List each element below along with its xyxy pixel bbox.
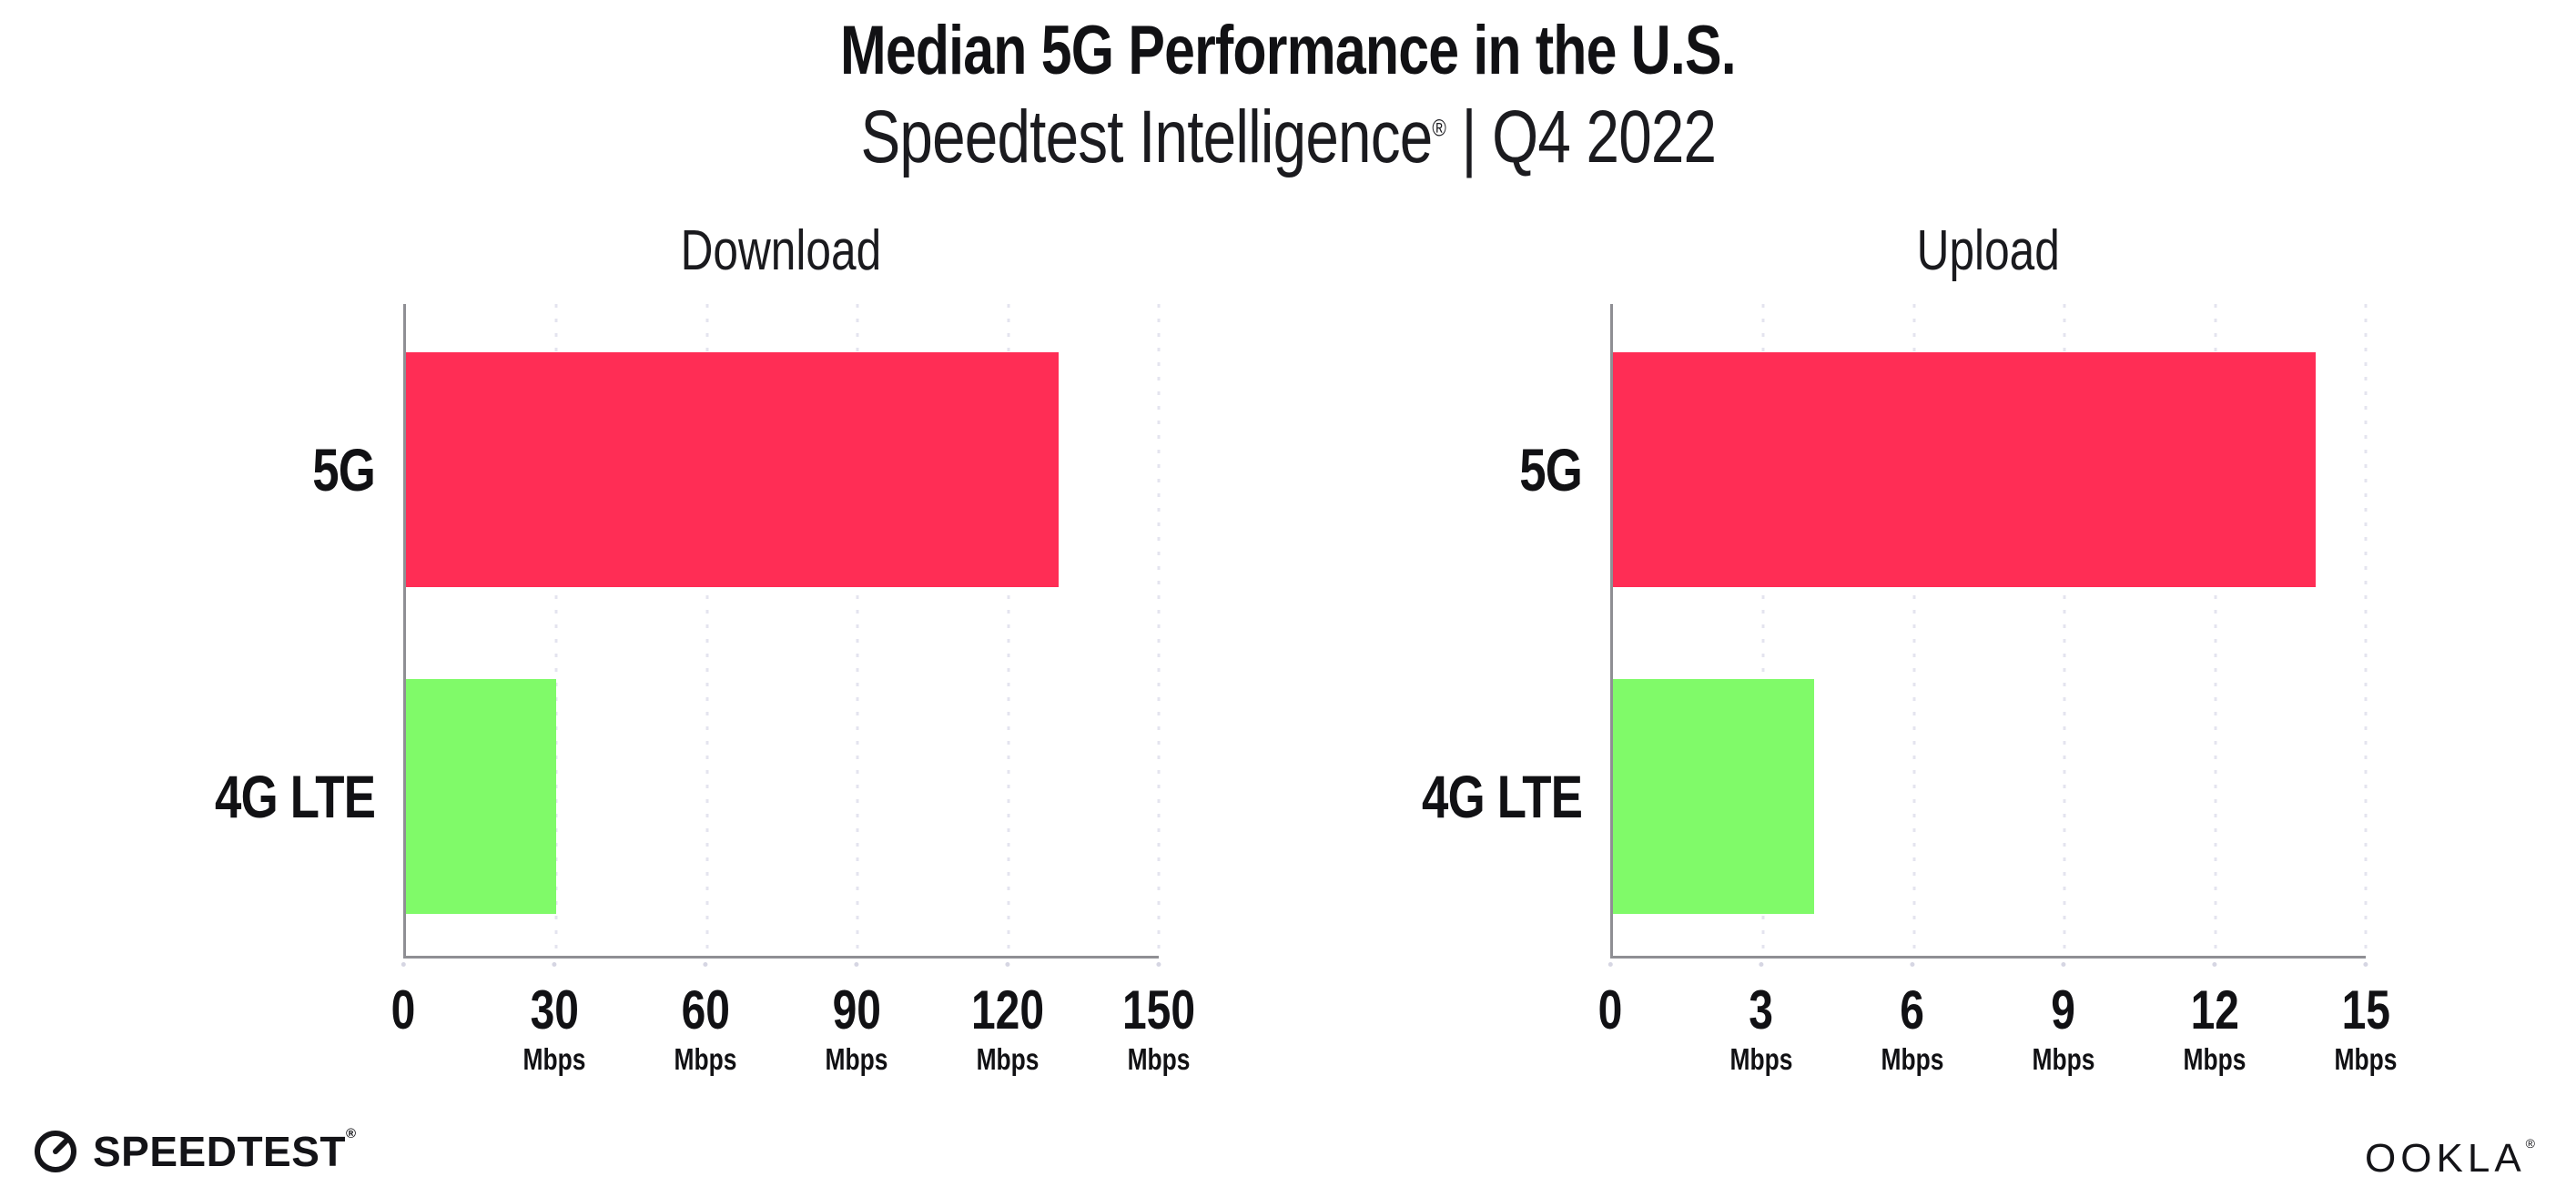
x-tick-upload-12: 12 Mbps <box>2175 981 2254 1074</box>
tick-value: 3 <box>1749 979 1774 1040</box>
x-tick-download-30: 30 Mbps <box>515 981 593 1074</box>
tick-value: 0 <box>1597 979 1623 1040</box>
gridline <box>1761 304 1765 956</box>
subtitle-brand: Speedtest Intelligence <box>860 96 1433 178</box>
speedtest-gauge-icon <box>35 1131 76 1172</box>
subtitle-period: | Q4 2022 <box>1445 96 1717 178</box>
gridline <box>705 304 709 956</box>
x-tick-upload-3: 3 Mbps <box>1722 981 1800 1074</box>
tick-value: 15 <box>2341 979 2390 1040</box>
gridline <box>2063 304 2066 956</box>
x-tick-download-150: 150 Mbps <box>1113 981 1204 1074</box>
registered-mark: ® <box>2525 1136 2540 1151</box>
ookla-wordmark: OOKLA <box>2365 1136 2526 1181</box>
tick-value: 60 <box>681 979 730 1040</box>
tick-value: 6 <box>1900 979 1925 1040</box>
tick-unit: Mbps <box>522 1042 586 1076</box>
tick-unit: Mbps <box>2183 1042 2246 1076</box>
registered-mark: ® <box>346 1126 357 1141</box>
bar-4glte-download <box>406 679 557 914</box>
gridline <box>1912 304 1916 956</box>
panel-title-download: Download <box>680 219 882 282</box>
tick-value: 12 <box>2190 979 2239 1040</box>
category-label-4glte-download: 4G LTE <box>214 763 376 830</box>
panel-title-upload: Upload <box>1916 219 2060 282</box>
tick-unit: Mbps <box>2032 1042 2095 1076</box>
x-tick-download-0: 0 <box>388 981 418 1074</box>
category-label-5g-upload: 5G <box>1519 436 1583 503</box>
tick-value: 9 <box>2051 979 2076 1040</box>
chart-subtitle: Speedtest Intelligence® | Q4 2022 <box>0 95 2576 180</box>
tick-unit: Mbps <box>976 1042 1040 1076</box>
gridline <box>2214 304 2217 956</box>
tick-unit: Mbps <box>1729 1042 1793 1076</box>
tick-unit: Mbps <box>825 1042 888 1076</box>
tick-unit: Mbps <box>1127 1042 1191 1076</box>
tick-unit: Mbps <box>674 1042 737 1076</box>
x-tick-upload-15: 15 Mbps <box>2327 981 2405 1074</box>
ookla-logo: OOKLA® <box>2365 1136 2540 1182</box>
gridline <box>1157 304 1161 956</box>
x-tick-download-90: 90 Mbps <box>817 981 896 1074</box>
gridline <box>2364 304 2368 956</box>
gridline <box>1007 304 1010 956</box>
tick-unit: Mbps <box>2334 1042 2398 1076</box>
x-tick-upload-6: 6 Mbps <box>1873 981 1952 1074</box>
plot-area-download <box>403 304 1161 959</box>
bar-5g-upload <box>1613 352 2316 587</box>
chart-title: Median 5G Performance in the U.S. <box>840 12 1737 89</box>
category-label-4glte-upload: 4G LTE <box>1421 763 1583 830</box>
tick-value: 150 <box>1121 979 1196 1040</box>
tick-value: 120 <box>970 979 1045 1040</box>
category-label-5g-download: 5G <box>312 436 376 503</box>
tick-value: 0 <box>390 979 416 1040</box>
x-tick-download-60: 60 Mbps <box>666 981 745 1074</box>
x-tick-upload-9: 9 Mbps <box>2024 981 2103 1074</box>
x-tick-upload-0: 0 <box>1595 981 1625 1074</box>
x-tick-download-120: 120 Mbps <box>962 981 1053 1074</box>
registered-mark: ® <box>1432 114 1445 142</box>
bar-4glte-upload <box>1613 679 1814 914</box>
tick-value: 30 <box>530 979 579 1040</box>
tick-value: 90 <box>832 979 881 1040</box>
gridline <box>856 304 859 956</box>
speedtest-logo: SPEEDTEST® <box>31 1127 357 1176</box>
tick-unit: Mbps <box>1881 1042 1944 1076</box>
plot-area-upload <box>1610 304 2368 959</box>
speedtest-wordmark: SPEEDTEST <box>93 1128 347 1175</box>
bar-5g-download <box>406 352 1059 587</box>
gridline <box>554 304 558 956</box>
